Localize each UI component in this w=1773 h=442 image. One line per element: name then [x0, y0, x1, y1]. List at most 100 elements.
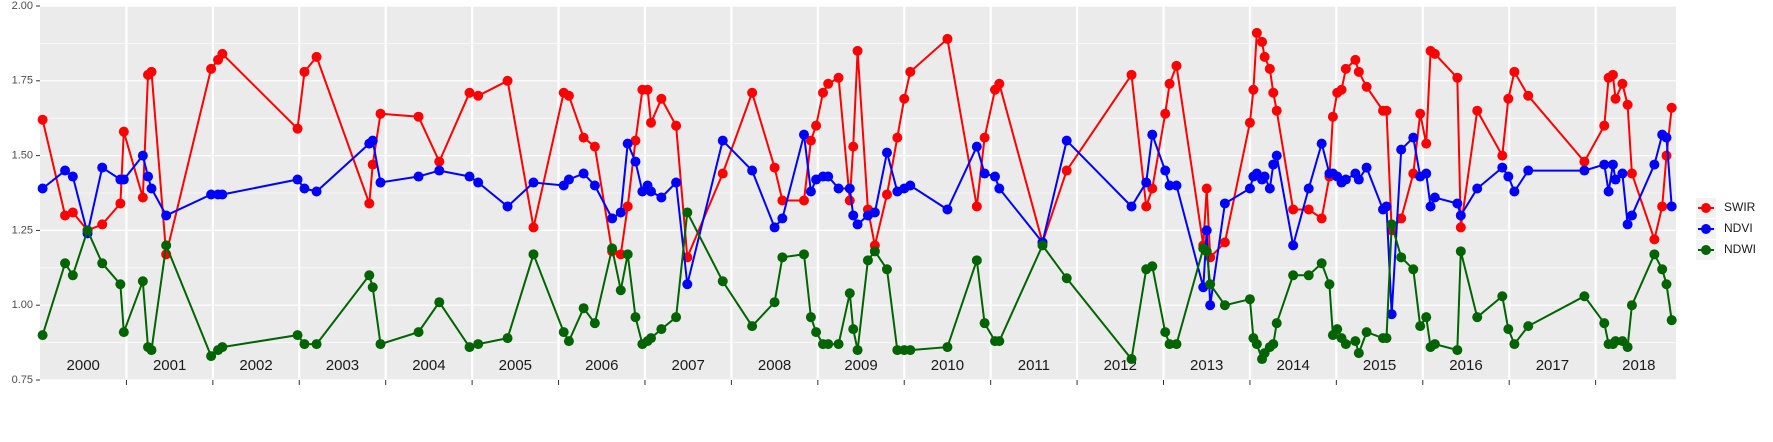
point	[1472, 105, 1483, 116]
point	[881, 264, 892, 275]
point	[1421, 138, 1432, 149]
point	[1316, 258, 1327, 269]
legend-label: NDWI	[1724, 242, 1756, 256]
point	[1626, 210, 1637, 221]
point	[615, 207, 626, 218]
point	[1622, 219, 1633, 230]
point	[852, 219, 863, 230]
point	[844, 195, 855, 206]
point	[971, 255, 982, 266]
point	[146, 183, 157, 194]
point	[434, 297, 445, 308]
point	[994, 78, 1005, 89]
point	[558, 327, 569, 338]
point	[1126, 69, 1137, 80]
point	[311, 186, 322, 197]
year-label: 2016	[1449, 357, 1482, 374]
point	[1037, 240, 1048, 251]
point	[1257, 36, 1268, 47]
point	[682, 279, 693, 290]
point	[37, 183, 48, 194]
point	[375, 177, 386, 188]
point	[1271, 150, 1282, 161]
legend-label: SWIR	[1724, 200, 1756, 214]
point	[1147, 129, 1158, 140]
point	[1523, 321, 1534, 332]
point	[1661, 132, 1672, 143]
point	[1361, 81, 1372, 92]
point	[1610, 336, 1621, 347]
point	[747, 87, 758, 98]
point	[137, 150, 148, 161]
point	[1164, 78, 1175, 89]
point	[1666, 201, 1677, 212]
point	[1288, 270, 1299, 281]
point	[1603, 186, 1614, 197]
point	[833, 339, 844, 350]
point	[942, 33, 953, 44]
point	[1350, 336, 1361, 347]
point	[37, 330, 48, 341]
point	[1244, 117, 1255, 128]
point	[367, 159, 378, 170]
point	[375, 339, 386, 350]
point	[656, 93, 667, 104]
point	[1415, 321, 1426, 332]
point	[646, 333, 657, 344]
point	[473, 177, 484, 188]
point	[292, 330, 303, 341]
point	[1617, 168, 1628, 179]
point	[413, 171, 424, 182]
point	[1288, 240, 1299, 251]
year-label: 2001	[153, 357, 186, 374]
point	[1386, 309, 1397, 320]
point	[1497, 150, 1508, 161]
year-label: 2009	[844, 357, 877, 374]
point	[1381, 105, 1392, 116]
point	[1455, 210, 1466, 221]
point	[1268, 87, 1279, 98]
year-label: 2000	[67, 357, 100, 374]
point	[717, 135, 728, 146]
point	[892, 132, 903, 143]
point	[563, 174, 574, 185]
year-label: 2005	[499, 357, 532, 374]
point	[1509, 339, 1520, 350]
point	[881, 147, 892, 158]
point	[1452, 345, 1463, 356]
point	[1599, 120, 1610, 131]
point	[905, 345, 916, 356]
point	[862, 255, 873, 266]
point	[1396, 144, 1407, 155]
year-label: 2013	[1190, 357, 1223, 374]
point	[615, 285, 626, 296]
point	[646, 186, 657, 197]
point	[413, 327, 424, 338]
point	[630, 156, 641, 167]
point	[97, 219, 108, 230]
point	[299, 66, 310, 77]
point	[367, 282, 378, 293]
point	[1160, 108, 1171, 119]
point	[367, 135, 378, 146]
point	[848, 141, 859, 152]
year-label: 2011	[1018, 357, 1050, 374]
point	[1353, 348, 1364, 359]
y-tick-label: 2.00	[12, 0, 33, 12]
point	[1259, 51, 1270, 62]
point	[434, 156, 445, 167]
point	[1061, 165, 1072, 176]
point	[892, 345, 903, 356]
point	[942, 342, 953, 353]
point	[1509, 66, 1520, 77]
point	[1126, 201, 1137, 212]
legend-point	[1701, 224, 1711, 234]
point	[1626, 168, 1637, 179]
point	[869, 207, 880, 218]
point	[798, 129, 809, 140]
point	[671, 312, 682, 323]
point	[1171, 60, 1182, 71]
point	[717, 276, 728, 287]
year-label: 2004	[412, 357, 445, 374]
